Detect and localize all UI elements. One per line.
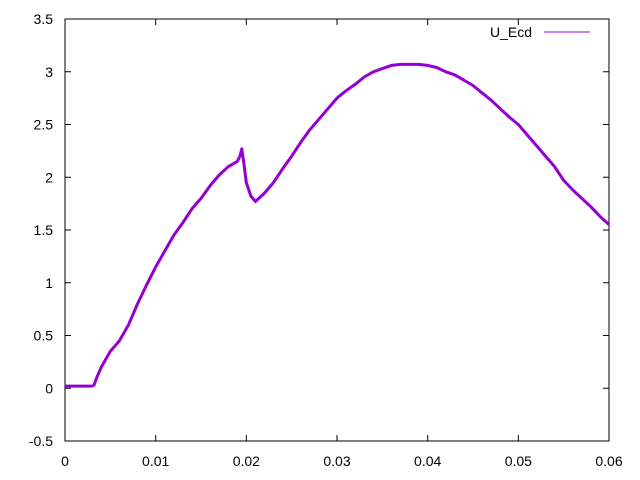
y-tick-label: -0.5 [29,433,53,449]
x-tick-label: 0.03 [323,453,350,469]
y-tick-label: 1.5 [34,222,54,238]
y-tick-label: 3 [45,64,53,80]
y-tick-label: 2.5 [34,117,54,133]
x-tick-label: 0 [61,453,69,469]
y-tick-label: 3.5 [34,11,54,27]
legend-label: U_Ecd [490,24,532,40]
plot-border [64,18,610,442]
y-tick-label: 0.5 [34,328,54,344]
x-tick-label: 0.02 [233,453,260,469]
y-tick-label: 0 [45,380,53,396]
x-tick-label: 0.04 [414,453,441,469]
x-tick-label: 0.05 [505,453,532,469]
x-tick-label: 0.06 [595,453,622,469]
x-tick-label: 0.01 [142,453,169,469]
y-tick-label: 1 [45,275,53,291]
y-tick-label: 2 [45,169,53,185]
series-line-u-ecd [65,62,611,388]
